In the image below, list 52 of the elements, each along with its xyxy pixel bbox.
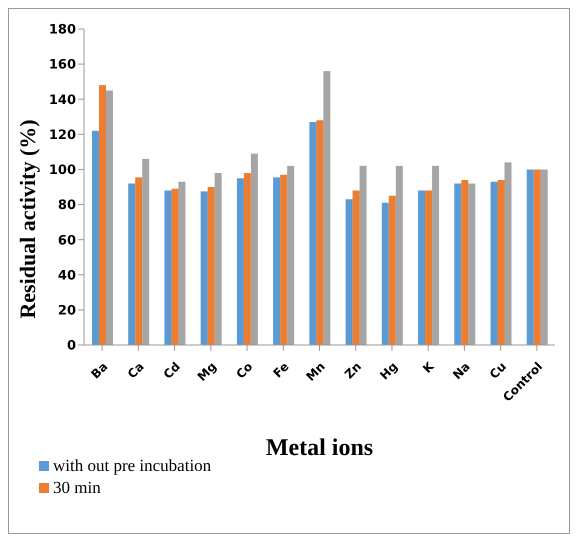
- bar: [200, 191, 208, 345]
- bar: [382, 202, 389, 345]
- x-tick-label: K: [420, 358, 438, 376]
- bar: [309, 122, 316, 345]
- x-tick-label: Ca: [124, 359, 147, 382]
- y-tick-label: 20: [58, 304, 76, 319]
- legend-label: 30 min: [52, 477, 102, 499]
- bar: [418, 190, 426, 345]
- bar: [526, 169, 534, 345]
- bar: [236, 178, 244, 345]
- y-tick-label: 160: [48, 58, 76, 73]
- y-tick-label: 140: [48, 92, 76, 108]
- y-axis-title: Residual activity (%): [15, 118, 41, 321]
- bar: [98, 85, 106, 345]
- x-axis-title: Metal ions: [266, 435, 374, 461]
- bar: [316, 120, 324, 345]
- x-tick-label: Ba: [88, 359, 110, 382]
- x-tick-label: Mn: [303, 359, 328, 384]
- legend-label: with out pre incubation: [53, 456, 212, 475]
- bar: [498, 180, 505, 345]
- bar: [208, 187, 215, 345]
- y-tick-label: 40: [58, 268, 76, 284]
- y-tick-label: 60: [58, 233, 76, 248]
- x-tick-label: Cd: [160, 359, 183, 382]
- y-tick-label: 0: [66, 338, 76, 354]
- bar: [461, 180, 468, 345]
- bar: [352, 190, 360, 345]
- bar: [164, 190, 172, 345]
- bar: [425, 190, 432, 345]
- bar: [534, 169, 541, 345]
- bar: [244, 172, 251, 345]
- bar: [388, 196, 396, 345]
- bar: [273, 177, 280, 345]
- x-tick-label: Mg: [194, 359, 220, 384]
- bar: [454, 183, 462, 345]
- x-tick-label: Na: [450, 359, 473, 382]
- y-tick-label: 100: [48, 163, 76, 178]
- bar: [280, 174, 288, 345]
- x-tick-label: Cu: [486, 359, 509, 382]
- bar: [92, 130, 99, 345]
- y-tick-label: 120: [48, 128, 76, 143]
- y-tick-label: 180: [48, 22, 76, 38]
- x-tick-label: Fe: [270, 359, 292, 381]
- bar: [171, 188, 178, 345]
- y-tick-label: 80: [58, 198, 76, 214]
- bar: [490, 182, 498, 345]
- bar: [346, 199, 353, 345]
- x-tick-label: Zn: [342, 359, 364, 382]
- bar: [128, 183, 136, 345]
- x-tick-label: Co: [233, 359, 256, 382]
- x-tick-label: Hg: [377, 359, 400, 383]
- bar: [135, 177, 142, 345]
